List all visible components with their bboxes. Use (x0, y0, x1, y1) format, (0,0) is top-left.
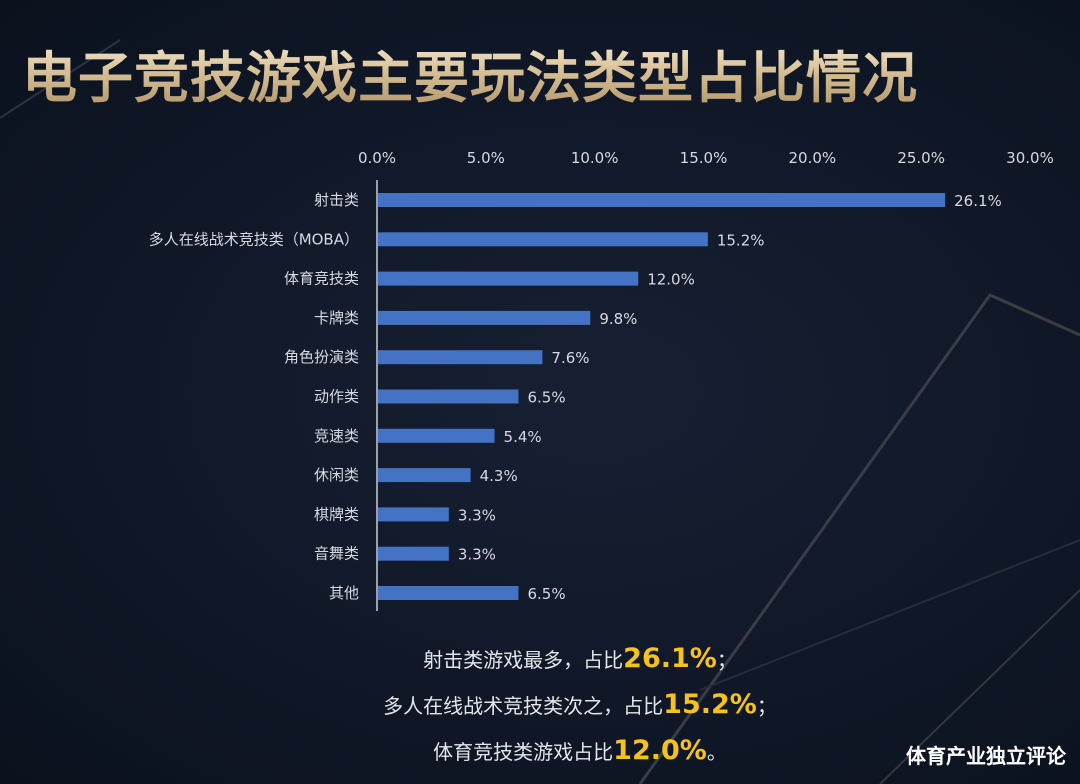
bar-row: 竞速类 5.4% (314, 427, 542, 446)
summary-line-2-text: 多人在线战术竞技类次之，占比 (383, 694, 664, 718)
x-tick-label: 10.0% (571, 149, 619, 167)
x-tick-label: 30.0% (1006, 149, 1054, 167)
bar-row: 体育竞技类 12.0% (284, 270, 695, 289)
summary-line-3: 体育竞技类游戏占比12.0%。 (300, 736, 860, 767)
bar (378, 389, 519, 404)
bar (378, 193, 946, 207)
x-tick-label: 5.0% (467, 149, 505, 167)
bar-row: 多人在线战术竞技类（MOBA） 15.2% (149, 230, 765, 249)
bar (378, 350, 543, 365)
x-tick-label: 0.0% (358, 149, 396, 167)
deco-line-bottom-right (879, 589, 1080, 784)
bar (378, 310, 591, 325)
deco-line-top-left (0, 39, 121, 119)
summary-line-3-value: 12.0% (613, 735, 707, 766)
summary-line-1-text: 射击类游戏最多，占比 (423, 648, 624, 672)
watermark: 体育产业独立评论 (906, 744, 1066, 768)
value-label: 26.1% (954, 192, 1002, 210)
bar (378, 468, 471, 483)
category-label: 射击类 (314, 191, 359, 209)
category-label: 体育竞技类 (284, 270, 359, 288)
value-label: 3.3% (458, 506, 496, 524)
bar-row: 棋牌类 3.3% (314, 505, 496, 524)
deco-line-large-angle (638, 293, 1080, 784)
summary-line-1: 射击类游戏最多，占比26.1%； (300, 644, 860, 675)
bar-row: 动作类 6.5% (314, 388, 566, 407)
x-tick-label: 15.0% (680, 149, 728, 167)
value-label: 4.3% (480, 467, 518, 485)
bar-row: 休闲类 4.3% (314, 466, 518, 485)
value-label: 12.0% (647, 271, 695, 289)
bar-row: 射击类 26.1% (314, 191, 1002, 210)
category-label: 卡牌类 (314, 309, 359, 327)
category-label: 竞速类 (314, 427, 359, 445)
bar-row: 其他 6.5% (329, 584, 566, 603)
category-label: 其他 (329, 584, 359, 602)
x-axis-ticks: 0.0% 5.0% 10.0% 15.0% 20.0% 25.0% 30.0% (358, 149, 1054, 167)
value-label: 5.4% (504, 428, 542, 446)
value-label: 6.5% (527, 389, 565, 407)
category-label: 角色扮演类 (284, 348, 359, 366)
deco-line-diagonal (699, 539, 1080, 691)
value-label: 15.2% (717, 231, 765, 249)
category-label: 音舞类 (314, 545, 359, 563)
category-label: 多人在线战术竞技类（MOBA） (149, 230, 359, 248)
x-tick-label: 25.0% (897, 149, 945, 167)
bar (378, 271, 639, 286)
summary-line-1-end: ； (716, 648, 737, 672)
bar (378, 586, 519, 600)
summary-line-1-value: 26.1% (623, 643, 717, 674)
bar-row: 音舞类 3.3% (314, 545, 496, 564)
bar (378, 546, 449, 561)
x-tick-label: 20.0% (789, 149, 837, 167)
page-title: 电子竞技游戏主要玩法类型占比情况 (22, 38, 918, 118)
bar-row: 角色扮演类 7.6% (284, 348, 590, 367)
bar (378, 232, 708, 247)
summary-line-3-end: 。 (706, 740, 727, 764)
bar-chart: 0.0% 5.0% 10.0% 15.0% 20.0% 25.0% 30.0% 射击类 26.… (149, 149, 1054, 611)
bar (378, 507, 449, 522)
summary-line-2: 多人在线战术竞技类次之，占比15.2%； (300, 690, 860, 721)
bar (378, 428, 495, 443)
bar-row: 卡牌类 9.8% (314, 309, 637, 328)
value-label: 6.5% (527, 585, 565, 603)
category-label: 动作类 (314, 388, 359, 406)
summary-line-2-end: ； (756, 694, 777, 718)
summary-line-3-text: 体育竞技类游戏占比 (433, 740, 614, 764)
bar-group: 射击类 26.1% 多人在线战术竞技类（MOBA） 15.2% 体育竞技类 12.0% 卡牌… (149, 191, 1002, 603)
value-label: 3.3% (458, 546, 496, 564)
category-label: 休闲类 (314, 466, 359, 484)
value-label: 9.8% (599, 310, 637, 328)
category-label: 棋牌类 (314, 505, 359, 523)
value-label: 7.6% (551, 349, 589, 367)
summary-line-2-value: 15.2% (663, 689, 757, 720)
